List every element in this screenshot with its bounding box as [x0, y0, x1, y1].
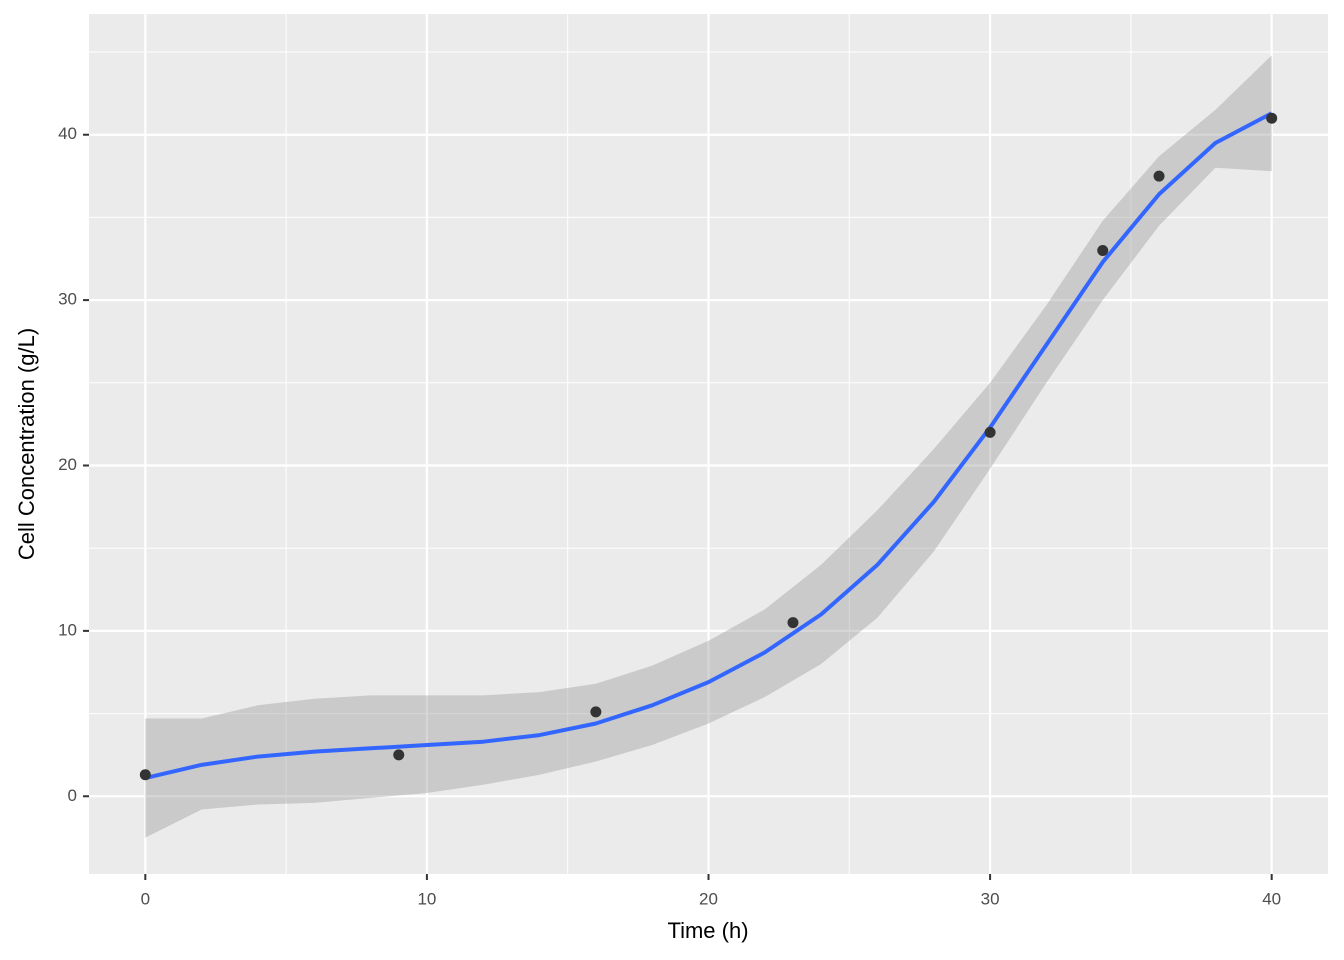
y-tick-label: 10	[58, 620, 77, 639]
y-tick-label: 0	[68, 786, 77, 805]
point	[393, 749, 405, 761]
x-axis-title: Time (h)	[667, 918, 748, 943]
x-tick-label: 30	[981, 889, 1000, 908]
smooth-line	[144, 111, 1273, 781]
point	[590, 706, 602, 718]
x-tick-label: 10	[417, 889, 436, 908]
x-tick-label: 0	[141, 889, 150, 908]
point	[1153, 170, 1165, 182]
point	[1097, 245, 1109, 256]
y-axis-title: Cell Concentration (g/L)	[14, 328, 39, 560]
y-tick-label: 30	[58, 290, 77, 309]
x-tick-label: 40	[1262, 889, 1281, 908]
point	[984, 426, 996, 438]
x-tick-label: 20	[699, 889, 718, 908]
y-tick-label: 20	[58, 455, 77, 474]
point	[787, 617, 799, 629]
y-tick-label: 40	[58, 124, 77, 143]
point	[1266, 112, 1278, 124]
point	[139, 769, 151, 781]
